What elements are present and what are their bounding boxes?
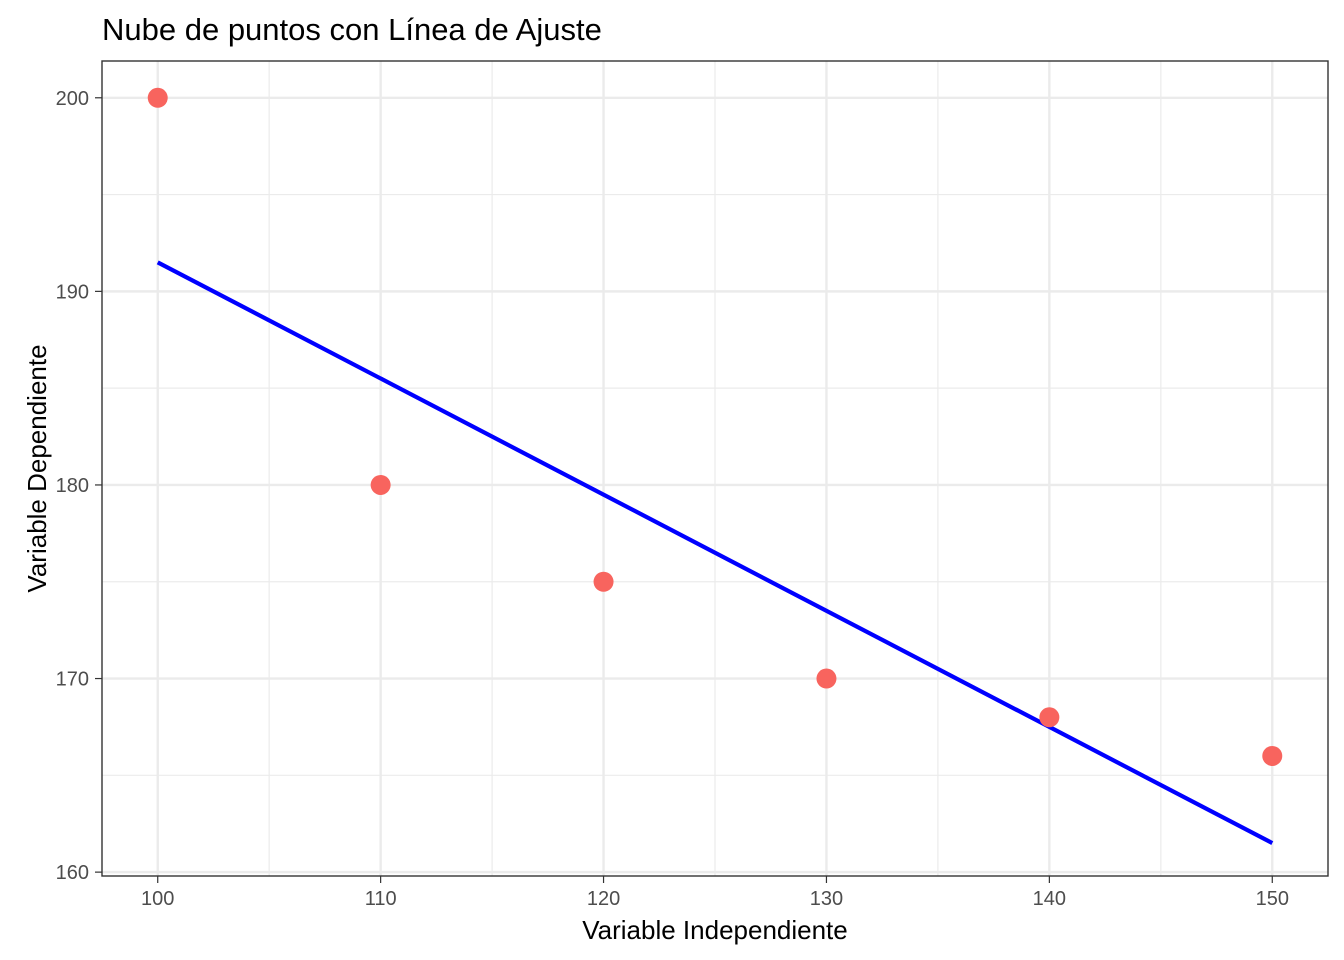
y-tick-label: 180 (56, 475, 89, 497)
x-tick-label: 140 (1033, 888, 1066, 910)
major-gridlines (102, 61, 1328, 876)
y-tick-label: 160 (56, 862, 89, 884)
y-tick-label: 170 (56, 669, 89, 691)
x-tick-label: 110 (365, 888, 397, 910)
points-layer (147, 87, 1283, 766)
scatter-point (816, 668, 837, 689)
y-tick-label: 190 (56, 281, 89, 303)
x-tick-label: 150 (1256, 888, 1289, 910)
fit-line (156, 260, 1274, 845)
scatter-point (370, 474, 391, 495)
scatter-point (1262, 745, 1283, 766)
fit-line-layer (156, 260, 1274, 845)
x-axis: 100 110 120 130 140 150 (141, 876, 1289, 910)
x-tick-label: 100 (141, 888, 174, 910)
x-tick-label: 120 (587, 888, 620, 910)
y-tick-label: 200 (56, 88, 89, 110)
chart-title: Nube de puntos con Línea de Ajuste (102, 12, 602, 47)
x-tick-label: 130 (810, 888, 843, 910)
scatter-point (1039, 707, 1060, 728)
minor-gridlines (102, 61, 1328, 876)
scatter-point (593, 571, 614, 592)
x-axis-title: Variable Independiente (582, 915, 848, 945)
plot-panel-border (101, 60, 1329, 877)
y-axis-title: Variable Dependiente (22, 344, 52, 592)
scatter-point (147, 87, 168, 108)
y-axis: 160 170 180 190 200 (56, 88, 102, 884)
